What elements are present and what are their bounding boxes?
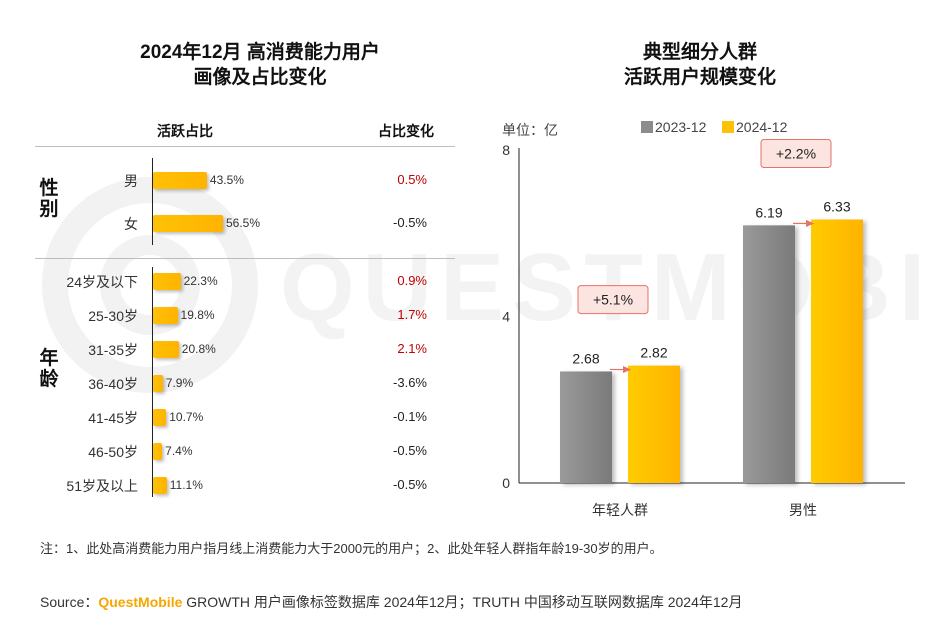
gender-share-bar xyxy=(153,172,207,189)
legend-item-2023: 2023-12 xyxy=(641,119,706,135)
bar-2024-12-男性 xyxy=(811,219,863,484)
age-category-label: 41-45岁 xyxy=(88,410,138,426)
age-share-bar xyxy=(153,375,163,392)
age-category-label: 31-35岁 xyxy=(88,342,138,358)
legend-label-2023: 2023-12 xyxy=(655,119,707,135)
age-row: 41-45岁 10.7% -0.1% xyxy=(0,406,951,430)
source-brand: QuestMobile xyxy=(98,594,183,610)
age-share-bar xyxy=(153,409,167,426)
bar-value-label: 2.68 xyxy=(572,350,599,366)
bar-2023-12-男性 xyxy=(743,225,795,483)
age-share-value: 20.8% xyxy=(181,342,216,356)
age-category-label: 51岁及以上 xyxy=(66,478,138,494)
age-row: 46-50岁 7.4% -0.5% xyxy=(0,440,951,464)
right-title-line2: 活跃用户规模变化 xyxy=(623,67,776,88)
age-share-value: 22.3% xyxy=(183,274,218,288)
growth-callout xyxy=(577,285,649,315)
column-header-change: 占比变化 xyxy=(378,123,434,139)
age-row: 25-30岁 19.8% 1.7% xyxy=(0,304,951,328)
age-group-label: 年龄 xyxy=(39,348,59,390)
growth-value: +2.2% xyxy=(776,146,816,162)
unit-label: 单位：亿 xyxy=(502,122,558,138)
age-change-value: -0.1% xyxy=(393,409,427,424)
age-axis-line xyxy=(152,267,153,497)
gender-row: 女 56.5% -0.5% xyxy=(0,212,951,236)
gender-group-label: 性别 xyxy=(39,178,59,220)
bar-value-label: 6.19 xyxy=(755,204,782,220)
age-row: 24岁及以下 22.3% 0.9% xyxy=(0,270,951,294)
footnote: 注：1、此处高消费能力用户指月线上消费能力大于2000元的用户；2、此处年轻人群… xyxy=(40,541,663,556)
age-row: 51岁及以上 11.1% -0.5% xyxy=(0,474,951,498)
gender-category-label: 男 xyxy=(124,173,138,189)
gender-axis-line xyxy=(152,158,153,245)
left-title-line2: 画像及占比变化 xyxy=(193,67,327,88)
column-header-share: 活跃占比 xyxy=(157,123,213,139)
age-share-bar xyxy=(153,341,179,358)
age-share-value: 7.9% xyxy=(165,376,194,390)
age-change-value: -0.5% xyxy=(393,443,427,458)
bar-value-label: 6.33 xyxy=(823,199,850,215)
x-tick-label: 男性 xyxy=(789,502,817,518)
age-share-bar xyxy=(153,443,163,460)
legend-swatch-2024 xyxy=(722,121,734,133)
growth-value: +5.1% xyxy=(593,292,633,308)
group-divider xyxy=(35,258,455,259)
source-line: Source：QuestMobile GROWTH 用户画像标签数据库 2024… xyxy=(40,592,742,612)
legend-item-2024: 2024-12 xyxy=(722,119,787,135)
y-tick-label: 8 xyxy=(502,142,510,158)
age-change-value: 1.7% xyxy=(397,307,427,322)
bar-2024-12-年轻人群 xyxy=(628,365,680,483)
gender-row: 男 43.5% 0.5% xyxy=(0,169,951,193)
age-change-value: 2.1% xyxy=(397,341,427,356)
right-title-line1: 典型细分人群 xyxy=(642,42,757,63)
age-share-bar xyxy=(153,307,178,324)
age-share-bar xyxy=(153,273,181,290)
gender-share-bar xyxy=(153,215,223,232)
age-share-value: 10.7% xyxy=(169,410,204,424)
growth-callout xyxy=(760,139,832,169)
gender-change-value: 0.5% xyxy=(397,172,427,187)
age-row: 36-40岁 7.9% -3.6% xyxy=(0,372,951,396)
age-change-value: -0.5% xyxy=(393,477,427,492)
age-category-label: 24岁及以下 xyxy=(66,274,138,290)
age-category-label: 46-50岁 xyxy=(88,444,138,460)
y-tick-label: 4 xyxy=(502,309,510,325)
gender-share-value: 43.5% xyxy=(209,173,244,187)
gender-category-label: 女 xyxy=(124,216,138,232)
source-prefix: Source： xyxy=(40,594,99,610)
age-share-bar xyxy=(153,477,167,494)
legend-swatch-2023 xyxy=(641,121,653,133)
y-tick-label: 0 xyxy=(502,475,510,491)
age-category-label: 36-40岁 xyxy=(88,376,138,392)
gender-share-value: 56.5% xyxy=(226,216,261,230)
age-category-label: 25-30岁 xyxy=(88,308,138,324)
source-rest: GROWTH 用户画像标签数据库 2024年12月；TRUTH 中国移动互联网数… xyxy=(182,594,743,610)
x-tick-label: 年轻人群 xyxy=(592,502,648,518)
header-divider xyxy=(35,146,455,147)
age-share-value: 7.4% xyxy=(165,444,193,458)
gender-change-value: -0.5% xyxy=(393,215,427,230)
age-share-value: 19.8% xyxy=(180,308,215,322)
age-row: 31-35岁 20.8% 2.1% xyxy=(0,338,951,362)
right-panel-title: 典型细分人群 活跃用户规模变化 xyxy=(540,40,860,90)
left-title-line1: 2024年12月 高消费能力用户 xyxy=(140,42,380,63)
left-panel-title: 2024年12月 高消费能力用户 画像及占比变化 xyxy=(70,40,450,90)
legend-label-2024: 2024-12 xyxy=(736,119,788,135)
age-change-value: -3.6% xyxy=(393,375,427,390)
age-share-value: 11.1% xyxy=(169,478,203,492)
bar-2023-12-年轻人群 xyxy=(560,371,612,483)
bar-value-label: 2.82 xyxy=(640,345,667,361)
age-change-value: 0.9% xyxy=(397,273,427,288)
